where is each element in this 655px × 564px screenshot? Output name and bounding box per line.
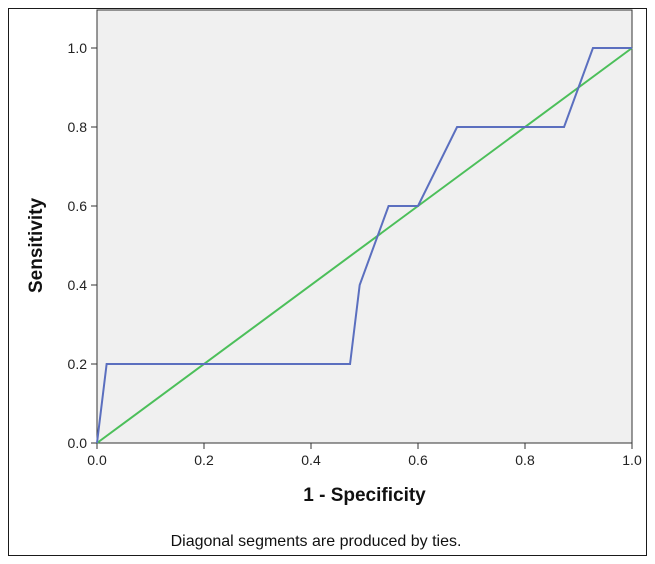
y-tick-label: 0.4 [68,277,88,293]
roc-curve-line [96,47,632,444]
axis-ticks: 0.0 0.2 0.4 0.6 0.8 1.0 0.0 0.2 0.4 0.6 0.8 1.0 [68,40,642,468]
y-tick-label: 0.6 [68,198,88,214]
x-axis-title: 1 - Specificity [303,485,426,506]
plot-area [96,9,633,444]
reference-diagonal-line [96,47,633,444]
footnote: Diagonal segments are produced by ties. [171,533,462,550]
x-tick-label: 1.0 [622,452,642,468]
y-tick-label: 0.8 [68,119,88,135]
series-layer [96,47,633,444]
x-tick-label: 0.6 [408,452,428,468]
y-axis-title: Sensitivity [26,198,47,293]
y-tick-label: 0.0 [68,435,88,451]
x-tick-label: 0.4 [301,452,321,468]
x-tick-label: 0.0 [87,452,107,468]
y-tick-label: 0.2 [68,356,88,372]
chart-frame [8,8,647,556]
x-tick-label: 0.2 [194,452,214,468]
y-tick-label: 1.0 [68,40,88,56]
x-tick-label: 0.8 [515,452,535,468]
